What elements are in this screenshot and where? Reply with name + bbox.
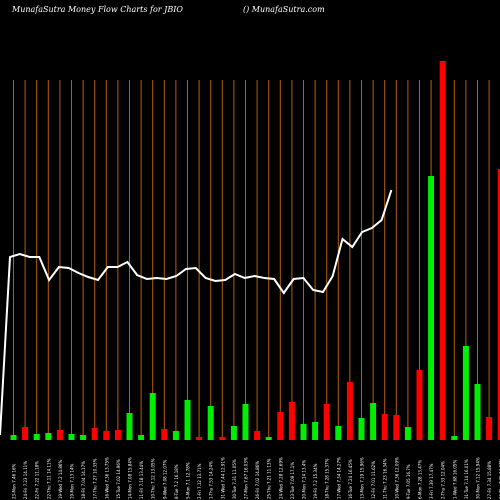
- x-tick-label: 19-Fri 7.2 15.34%: [313, 463, 318, 499]
- money-flow-bar: [149, 393, 156, 440]
- money-flow-bar: [68, 434, 75, 440]
- x-tick-label: 24-Wed 7.28 12.69%: [278, 457, 283, 499]
- x-tick-label: 11-Fri 7.18 13.44%: [139, 461, 144, 499]
- money-flow-bar: [277, 412, 284, 440]
- x-tick-label: 26-Thu 7.35 14.07%: [499, 458, 500, 499]
- x-tick-label: 25-Thu 7.21 11.13%: [267, 458, 272, 499]
- money-flow-bar: [80, 435, 87, 440]
- x-tick-label: 16-Tue 7.24 16.45%: [348, 459, 353, 499]
- money-flow-bar: [497, 169, 500, 440]
- x-tick-label: 6-Mon 7.28 13.47%: [418, 460, 423, 499]
- x-tick-label: 22-Fri 7.22 11.18%: [35, 461, 40, 499]
- x-tick-label: 11-Thu 7.23 16.34%: [383, 458, 388, 499]
- x-tick-label: 18-Thu 7.28 15.37%: [325, 458, 330, 499]
- x-tick-label: 30-Mon 7.12 15.94%: [476, 457, 481, 499]
- x-tick-label: 2-Fri 7.12 13.71%: [197, 463, 202, 499]
- money-flow-bar: [172, 431, 179, 440]
- money-flow-bar: [56, 430, 63, 440]
- x-tick-label: 1-Thu 7.53 14.24%: [209, 461, 214, 499]
- x-tick-label: 9-Wed 7.08 12.07%: [162, 460, 167, 499]
- money-flow-bar: [265, 437, 272, 440]
- money-flow-bar: [230, 426, 237, 440]
- money-flow-bar: [91, 428, 98, 440]
- money-flow-bar: [393, 415, 400, 440]
- money-flow-bar: [242, 404, 249, 440]
- x-tick-label: 3-Fri 7.39 17.47%: [429, 463, 434, 499]
- money-flow-bar: [335, 426, 342, 440]
- money-flow-bar: [358, 418, 365, 440]
- price-line: [0, 189, 393, 436]
- x-tick-label: 18-Fri 7.04 14.17%: [81, 461, 86, 499]
- x-tick-label: 31-Wed 7.44 12.91%: [220, 457, 225, 499]
- x-tick-label: 31-Tue 7.14 16.01%: [464, 459, 469, 499]
- money-flow-bar: [439, 61, 446, 440]
- x-tick-label: 23-Tue 7.09 17.1%: [290, 462, 295, 499]
- money-flow-bar: [45, 433, 52, 440]
- money-flow-bar: [300, 424, 307, 440]
- x-tick-label: 20-Mon 7.14 13.4%: [302, 460, 307, 499]
- money-flow-bar: [288, 402, 295, 440]
- money-flow-bar: [207, 406, 214, 440]
- money-flow-bar: [10, 435, 17, 440]
- money-flow-bar: [126, 413, 133, 440]
- x-tick-label: 19-Mon 7.13 14%: [70, 463, 75, 499]
- x-tick-label: 8-Tue 7.2 16.18%: [174, 464, 179, 499]
- bars: [10, 61, 500, 440]
- money-flow-bar: [254, 431, 261, 440]
- money-flow-bar: [404, 427, 411, 440]
- x-tick-label: 22-Thu 7.11 14.11%: [46, 458, 51, 499]
- money-flow-bar: [161, 429, 168, 440]
- x-tick-label: 10-Wed 7.36 12.09%: [394, 457, 399, 499]
- grid-lines: [13, 80, 490, 440]
- money-flow-bar: [103, 431, 110, 440]
- x-tick-label: 17-Wed 7.34 14.27%: [336, 457, 341, 499]
- money-flow-bar: [486, 417, 493, 440]
- x-tick-label: 1-Wed 7.68 16.05%: [452, 460, 457, 499]
- money-flow-bar: [219, 437, 226, 440]
- money-flow-bar: [428, 176, 435, 440]
- chart-title: MunafaSutra Money Flow Charts for JBIO: [12, 5, 183, 14]
- money-flow-bar: [370, 403, 377, 440]
- x-tick-label: 19-Wed 7.2 14.86%: [58, 460, 63, 499]
- money-flow-bar: [323, 404, 330, 440]
- x-tick-label: 10-Thu 7.12 13.05%: [151, 458, 156, 499]
- x-tick-labels: 23-Mon 7.46 16% 24-Fri 7.23 14.11% 22-Fri …: [12, 457, 500, 499]
- x-tick-label: 14-Mon 7.08 15.84%: [128, 457, 133, 499]
- money-flow-bar: [474, 384, 481, 440]
- money-flow-bar: [312, 422, 319, 440]
- x-tick-label: 16-Wed 7.36 13.75%: [104, 457, 109, 499]
- x-tick-label: 30-Tue 7.31 11.05%: [232, 459, 237, 499]
- x-tick-label: 15-Tue 7.02 14.96%: [116, 459, 121, 499]
- money-flow-bar: [346, 382, 353, 440]
- money-flow-bar: [416, 370, 423, 440]
- x-tick-label: 2-Thu 7.33 12.04%: [441, 461, 446, 499]
- money-flow-bar: [196, 437, 203, 440]
- x-tick-label: 26-Fri 7.02 14.86%: [255, 461, 260, 499]
- x-tick-label: 27-Mon 7.67 16.03%: [244, 457, 249, 499]
- x-tick-label: 23-Mon 7.46 16%: [12, 463, 17, 499]
- site-name: () MunafaSutra.com: [243, 5, 325, 14]
- money-flow-bar: [184, 400, 191, 440]
- x-tick-label: 12-Fri 7.01 11.62%: [371, 461, 376, 499]
- money-flow-bar: [381, 414, 388, 440]
- money-flow-bar: [114, 430, 121, 440]
- money-flow-bar: [451, 436, 458, 440]
- money-flow-bar: [22, 427, 29, 440]
- money-flow-bar: [33, 434, 40, 440]
- x-tick-label: 27-Fri 7.34 15.88%: [487, 461, 492, 499]
- money-flow-bar: [462, 346, 469, 440]
- x-tick-label: 17-Thu 7.27 10.33%: [93, 458, 98, 499]
- x-tick-label: 24-Fri 7.23 14.11%: [23, 461, 28, 499]
- x-tick-label: 5-Mon 7.1 12.78%: [186, 462, 191, 499]
- x-tick-label: 9-Tue 7.05 16.7%: [406, 464, 411, 499]
- money-flow-bar: [138, 435, 145, 440]
- x-tick-label: 13-Mon 7.19 15.96%: [360, 457, 365, 499]
